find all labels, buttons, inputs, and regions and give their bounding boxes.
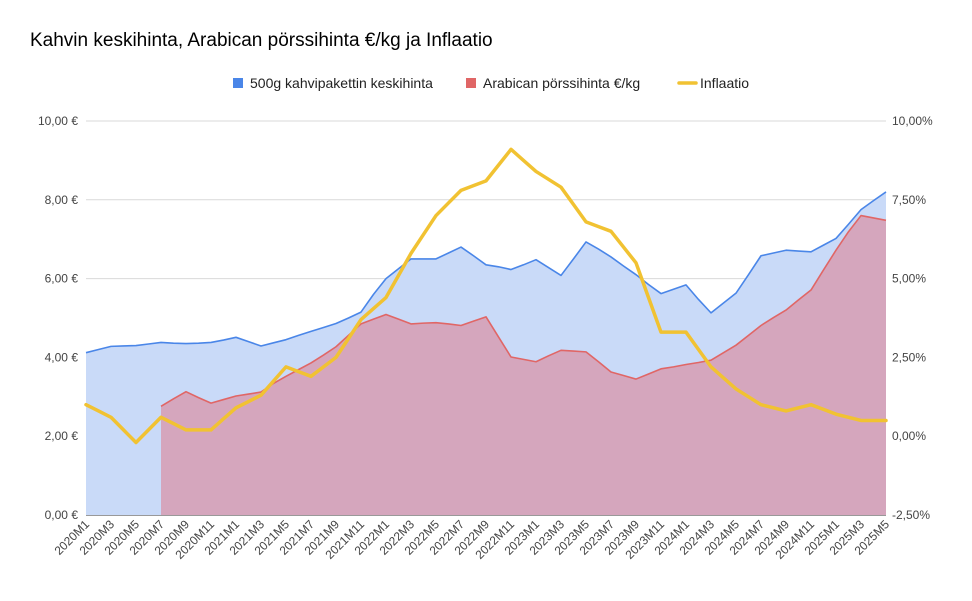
line-layer [84,147,888,445]
series-3-line [84,147,888,445]
area-layer [86,191,886,516]
series-2-line [160,214,887,407]
series-2-area [161,215,886,515]
y-right-tick-label: -2,50% [892,508,930,522]
y-left-tick-label: 0,00 € [45,508,79,522]
y-right-tick-label: 7,50% [892,193,926,207]
y-left-tick-label: 6,00 € [45,272,79,286]
legend-swatch [233,78,243,88]
series-1-line [85,191,887,354]
legend-label: Arabican pörssihinta €/kg [483,75,640,91]
y-left-tick-label: 4,00 € [45,350,79,364]
legend-swatch [466,78,476,88]
y-right-tick-label: 5,00% [892,272,926,286]
y-left-tick-label: 10,00 € [38,114,78,128]
y-right-tick-label: 0,00% [892,429,926,443]
legend-item-3: Inflaatio [677,75,749,91]
y-left-tick-label: 8,00 € [45,193,79,207]
y-right-tick-label: 2,50% [892,350,926,364]
legend-label: Inflaatio [700,75,749,91]
legend-item-2: Arabican pörssihinta €/kg [466,75,640,91]
legend-item-1: 500g kahvipakettin keskihinta [233,75,433,91]
legend: 500g kahvipakettin keskihinta Arabican pö… [233,75,749,91]
y-left-tick-label: 2,00 € [45,429,79,443]
y-right-tick-label: 10,00% [892,114,933,128]
chart-title: Kahvin keskihinta, Arabican pörssihinta … [30,30,493,51]
legend-label: 500g kahvipakettin keskihinta [250,75,433,91]
